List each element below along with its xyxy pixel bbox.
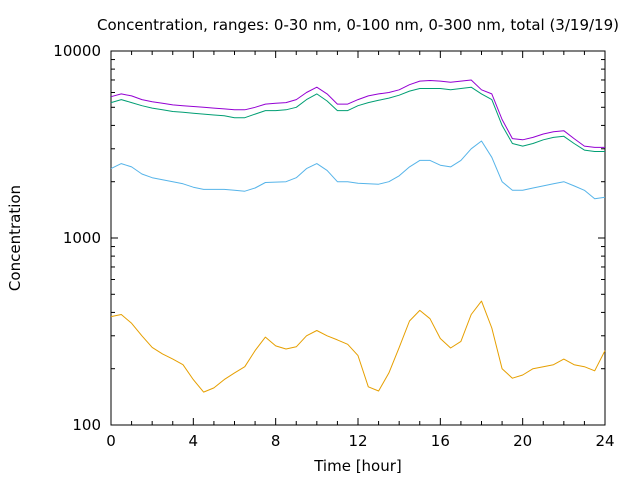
series-line-4: [110, 79, 605, 148]
series-lines: [110, 79, 606, 393]
x-tick-label: 4: [189, 432, 199, 450]
y-tick-label: 100: [72, 416, 101, 434]
x-tick-label: 20: [513, 432, 532, 450]
y-tick-label: 1000: [63, 229, 101, 247]
series-line-2: [110, 140, 606, 200]
chart-title: Concentration, ranges: 0-30 nm, 0-100 nm…: [97, 16, 619, 34]
x-tick-label: 0: [106, 432, 116, 450]
x-tick-label: 12: [348, 432, 367, 450]
series-line-3: [110, 86, 605, 152]
x-axis-label: Time [hour]: [313, 457, 402, 475]
x-tick-label: 24: [595, 432, 614, 450]
y-axis-label: Concentration: [6, 185, 24, 291]
y-tick-label: 10000: [53, 42, 101, 60]
axis-ticks: 0 4 8 12 16 20 24 100 1000 10000: [53, 42, 614, 450]
plot-area-frame: [110, 50, 606, 426]
x-tick-label: 16: [431, 432, 450, 450]
x-tick-label: 8: [271, 432, 281, 450]
series-line-1: [110, 300, 606, 393]
